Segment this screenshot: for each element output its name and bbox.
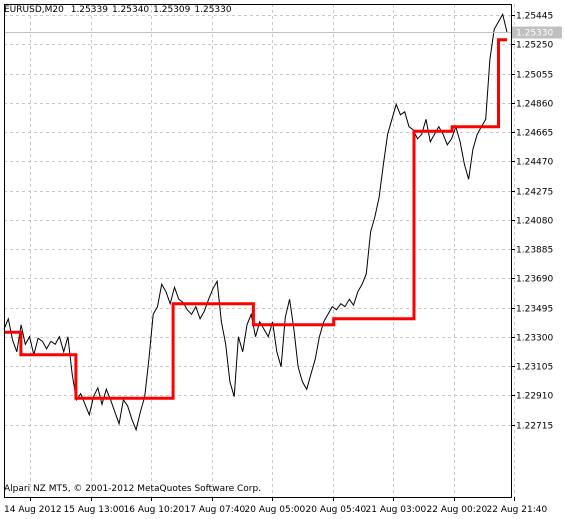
y-tick-label: 1.23105 (516, 363, 553, 373)
current-price-tag (512, 26, 562, 39)
axis-layer: 1.25445 1.25250 1.25055 1.24860 1.24665 1.244… (4, 4, 562, 515)
ohlc-high: 1.25340 (111, 5, 150, 15)
y-tick-label: 1.23690 (516, 275, 553, 285)
ohlc-low: 1.25309 (153, 5, 191, 15)
x-tick-label: 15 Aug 13:00 (64, 505, 125, 515)
current-price-label: 1.25330 (516, 29, 553, 39)
y-tick-label: 1.22910 (516, 392, 553, 402)
x-tick-label: 20 Aug 05:40 (306, 505, 367, 515)
plot-frame (4, 4, 512, 498)
x-tick-label: 14 Aug 2012 (4, 505, 62, 515)
y-tick-label: 1.23495 (516, 305, 553, 315)
grid-layer (4, 4, 515, 497)
y-tick-label: 1.25445 (516, 12, 553, 22)
y-tick-label: 1.24860 (516, 100, 553, 110)
y-tick-label: 1.25055 (516, 71, 553, 81)
y-tick-label: 1.24665 (516, 129, 553, 139)
chart-title: EURUSD,M20 1.25339 1.25340 1.25309 1.25330 (4, 5, 236, 15)
price-series-line (3, 12, 508, 432)
series-layer (3, 12, 511, 432)
x-tick-label: 21 Aug 03:00 (366, 505, 427, 515)
ohlc-open: 1.25339 (70, 5, 108, 15)
y-tick-label: 1.22715 (516, 422, 553, 432)
ohlc-close: 1.25330 (194, 5, 232, 15)
x-tick-label: 20 Aug 05:00 (245, 505, 306, 515)
x-tick-label: 17 Aug 07:40 (185, 505, 246, 515)
x-tick-label: 16 Aug 10:20 (124, 505, 185, 515)
symbol-period: EURUSD,M20 (4, 5, 64, 15)
x-tick-label: 22 Aug 00:20 (427, 505, 488, 515)
indicator-step-line (4, 38, 507, 400)
x-tick-label: 22 Aug 21:40 (487, 505, 548, 515)
y-tick-label: 1.25250 (516, 41, 553, 51)
copyright-text: Alpari NZ MT5, © 2001-2012 MetaQuotes So… (4, 484, 262, 494)
y-tick-label: 1.24275 (516, 188, 553, 198)
y-tick-label: 1.23885 (516, 246, 553, 256)
y-tick-label: 1.24080 (516, 217, 553, 227)
y-tick-label: 1.23300 (516, 334, 553, 344)
y-tick-label: 1.24470 (516, 158, 553, 168)
